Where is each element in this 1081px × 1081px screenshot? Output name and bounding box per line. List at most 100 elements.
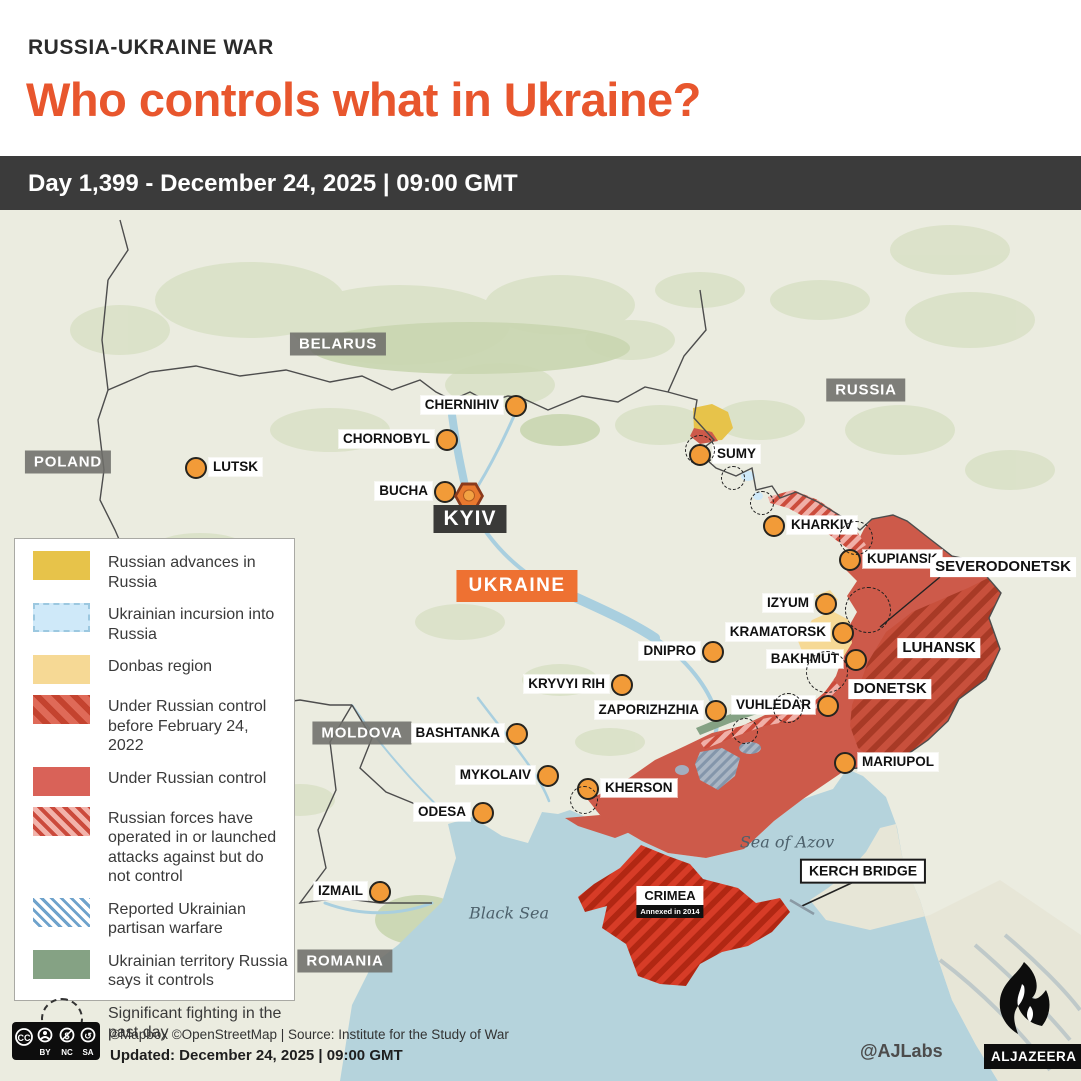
fighting-circle <box>721 466 745 490</box>
city-label: IZYUM <box>763 594 813 612</box>
svg-text:BY: BY <box>39 1048 51 1057</box>
legend-item-operated: Russian forces have operated in or launc… <box>33 806 294 887</box>
svg-text:SA: SA <box>82 1048 93 1057</box>
city-label: ZAPORIZHZHIA <box>594 701 703 719</box>
region-label-donetsk: DONETSK <box>848 679 932 699</box>
fighting-circle <box>845 587 891 633</box>
country-label-moldova: MOLDOVA <box>312 721 412 745</box>
city-label: ODESA <box>413 803 470 821</box>
legend-swatch-yellow <box>33 551 90 580</box>
city-label: BASHTANKA <box>411 724 504 742</box>
city-marker[interactable] <box>817 695 839 717</box>
legend-label: Significant fighting in the past day <box>108 1004 282 1042</box>
city-label: KRYVYI RIH <box>524 675 609 693</box>
time-bar: Day 1,399 - December 24, 2025 | 09:00 GM… <box>0 156 1081 210</box>
legend-swatch-green <box>33 949 90 979</box>
city-marker[interactable] <box>506 723 528 745</box>
fighting-circle <box>732 718 758 744</box>
updated-timestamp: Updated: December 24, 2025 | 09:00 GMT <box>110 1047 403 1064</box>
city-marker[interactable] <box>763 515 785 537</box>
crimea-label-sub: Annexed in 2014 <box>636 905 704 918</box>
ukraine-label: UKRAINE <box>456 570 578 602</box>
region-label-luhansk: LUHANSK <box>897 638 981 658</box>
legend-item-green: Ukrainian territory Russia says it contr… <box>33 949 294 991</box>
city-marker[interactable] <box>537 765 559 787</box>
fighting-circle <box>806 651 848 693</box>
sea-label-black-sea: Black Sea <box>468 903 550 923</box>
legend-swatch-operated <box>33 806 90 836</box>
page-title: Who controls what in Ukraine? <box>26 73 701 126</box>
city-label: KHARKIV <box>787 516 857 534</box>
ukraine-control-map[interactable]: BELARUS POLAND RUSSIA MOLDOVA ROMANIA CHERNIH… <box>0 210 1081 1081</box>
fighting-circle <box>570 786 598 814</box>
crimea-label: CRIMEA Annexed in 2014 <box>636 886 704 918</box>
country-label-belarus: BELARUS <box>289 332 387 356</box>
sea-label-sea-of-azov: Sea of Azov <box>739 832 835 852</box>
legend-swatch-partisan <box>33 897 90 927</box>
country-label-romania: ROMANIA <box>297 949 393 973</box>
legend-label: Ukrainian territory Russia says it contr… <box>108 952 288 990</box>
city-label: DNIPRO <box>639 642 700 660</box>
city-label: SUMY <box>713 445 761 463</box>
partisan-patches <box>675 742 761 790</box>
city-marker[interactable] <box>472 802 494 824</box>
country-label-russia: RUSSIA <box>826 378 906 402</box>
city-marker[interactable] <box>369 881 391 903</box>
city-marker[interactable] <box>815 593 837 615</box>
svg-text:NC: NC <box>61 1048 73 1057</box>
cc-license-badge[interactable]: CC $ ↺ BY NC SA <box>12 1022 100 1065</box>
fighting-circle <box>773 693 803 723</box>
country-label-poland: POLAND <box>24 450 112 474</box>
city-label: MARIUPOL <box>858 753 938 771</box>
svg-text:CC: CC <box>18 1033 31 1043</box>
legend-label: Reported Ukrainian partisan warfare <box>108 900 246 938</box>
city-marker[interactable] <box>185 457 207 479</box>
city-label: KUPIANSK <box>863 550 942 568</box>
city-marker[interactable] <box>611 674 633 696</box>
legend-item-pre2022: Under Russian control before February 24… <box>33 695 294 756</box>
svg-text:↺: ↺ <box>84 1031 92 1041</box>
city-label: IZMAIL <box>314 882 367 900</box>
fighting-circle <box>685 435 715 465</box>
header: RUSSIA-UKRAINE WAR Who controls what in … <box>0 0 1081 156</box>
city-label: KHERSON <box>601 779 677 797</box>
city-marker[interactable] <box>505 395 527 417</box>
city-marker[interactable] <box>434 481 456 503</box>
fighting-circle <box>750 491 774 515</box>
city-label: CHERNIHIV <box>420 396 503 414</box>
legend-item-partisan: Reported Ukrainian partisan warfare <box>33 897 294 939</box>
legend-label: Under Russian control before February 24… <box>108 698 267 755</box>
city-label: CHORNOBYL <box>339 430 434 448</box>
leader-lines <box>789 576 941 916</box>
city-marker[interactable] <box>834 752 856 774</box>
donbas-pre2022 <box>850 578 1001 766</box>
legend-item-donbas: Donbas region <box>33 655 294 685</box>
svg-text:$: $ <box>64 1031 69 1041</box>
city-label: MYKOLAIV <box>455 766 535 784</box>
capital-label: KYIV <box>433 505 507 533</box>
legend-item-incursion: Ukrainian incursion into Russia <box>33 603 294 644</box>
city-label: KRAMATORSK <box>725 623 830 641</box>
aljazeera-wordmark: ALJAZEERA <box>984 1044 1081 1069</box>
city-marker[interactable] <box>705 700 727 722</box>
city-label: BUCHA <box>375 482 432 500</box>
map-legend: Russian advances in Russia Ukrainian incu… <box>14 538 295 1041</box>
legend-item-yellow: Russian advances in Russia <box>33 551 294 592</box>
kinburn-spit <box>565 815 635 838</box>
boxed-label-kerch-bridge: KERCH BRIDGE <box>799 858 927 884</box>
capital-marker-center <box>463 489 475 502</box>
time-bar-text: Day 1,399 - December 24, 2025 | 09:00 GM… <box>28 170 518 197</box>
city-marker[interactable] <box>832 622 854 644</box>
city-marker[interactable] <box>702 641 724 663</box>
ajlabs-handle: @AJLabs <box>860 1041 943 1061</box>
city-label: LUTSK <box>209 458 262 476</box>
city-marker[interactable] <box>436 429 458 451</box>
fighting-circle <box>839 521 873 555</box>
russian-control-zone <box>588 515 1001 858</box>
legend-label: Russian forces have operated in or launc… <box>108 809 277 886</box>
aljazeera-logo-icon <box>988 962 1060 1047</box>
city-marker[interactable] <box>845 649 867 671</box>
region-label-severodonetsk: SEVERODONETSK <box>930 557 1076 577</box>
legend-label: Russian advances in Russia <box>108 554 256 591</box>
legend-label: Ukrainian incursion into Russia <box>108 606 275 643</box>
